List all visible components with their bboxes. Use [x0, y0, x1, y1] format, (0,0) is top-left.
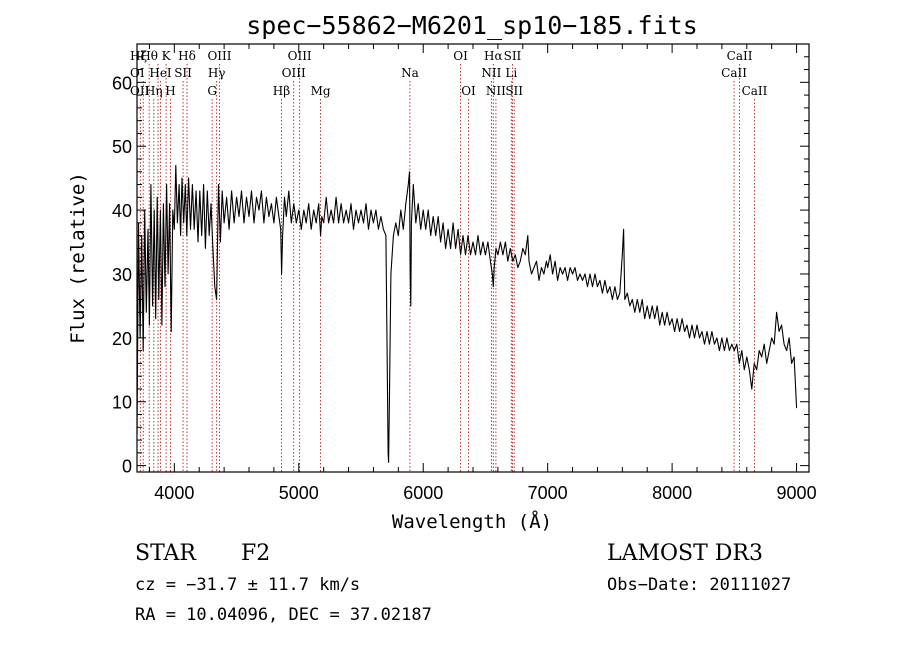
x-tick-labels: 4000 5000 6000 7000 8000 9000 — [154, 483, 816, 503]
spectral-line-label: G — [207, 84, 217, 98]
chart-title: spec−55862−M6201_sp10−185.fits — [246, 11, 698, 40]
plot-frame — [136, 43, 810, 473]
spectral-line-label: OI — [453, 49, 468, 63]
x-tick-label: 6000 — [403, 483, 443, 503]
x-tick-label: 5000 — [279, 483, 319, 503]
spectral-line-label: Hθ — [140, 49, 158, 63]
spectral-line-label: NII — [486, 84, 506, 98]
axis-ticks — [137, 44, 809, 472]
spectral-line-label: Li — [505, 66, 517, 80]
spectral-line-label: Hγ — [208, 66, 226, 80]
y-tick-label: 10 — [112, 393, 132, 413]
spectral-line-label: Hα — [484, 49, 503, 63]
spectral-line-label: OI — [461, 84, 476, 98]
spectral-line-label: OIII — [282, 66, 306, 80]
y-axis-label: Flux (relative) — [67, 172, 89, 344]
spectral-line-label: K — [162, 49, 172, 63]
spectral-line-label: Hζ — [130, 49, 147, 63]
spectral-line-label: SII — [505, 84, 523, 98]
spectral-line-label: Hη — [145, 84, 163, 98]
spectral-line-label: Hβ — [273, 84, 290, 98]
survey-name: LAMOST DR3 — [607, 541, 763, 566]
spectral-line-label: NII — [481, 66, 501, 80]
spectral-line-label: CaII — [727, 49, 753, 63]
y-tick-label: 60 — [112, 73, 132, 93]
y-tick-label: 30 — [112, 265, 132, 285]
y-tick-label: 50 — [112, 137, 132, 157]
spectral-line-label: SII — [174, 66, 192, 80]
x-axis-label: Wavelength (Å) — [392, 510, 552, 533]
spectral-line-label: OIII — [288, 49, 312, 63]
x-tick-label: 8000 — [652, 483, 692, 503]
y-tick-label: 0 — [122, 457, 132, 477]
spectral-line-label: SII — [504, 49, 522, 63]
x-tick-label: 7000 — [528, 483, 568, 503]
y-tick-label: 40 — [112, 201, 132, 221]
object-subclass: F2 — [241, 541, 270, 566]
spectral-line-label: CaII — [721, 66, 747, 80]
spectral-line-label: Hδ — [178, 49, 196, 63]
spectral-line-label: CaII — [742, 84, 768, 98]
spectral-line-label: HeI — [149, 66, 172, 80]
spectral-line-label: Na — [401, 66, 419, 80]
y-tick-label: 20 — [112, 329, 132, 349]
x-tick-label: 9000 — [777, 483, 817, 503]
spectral-line-label: H — [165, 84, 175, 98]
flux-series-line — [136, 164, 798, 463]
y-tick-labels: 0 10 20 30 40 50 60 — [112, 73, 132, 476]
spectral-line-markers — [139, 64, 755, 472]
coordinates-readout: RA = 10.04096, DEC = 37.02187 — [135, 605, 432, 625]
redshift-readout: cz = −31.7 ± 11.7 km/s — [135, 575, 360, 595]
x-tick-label: 4000 — [154, 483, 194, 503]
spectral-line-label: OIII — [207, 49, 231, 63]
object-class: STAR — [135, 541, 197, 566]
spectral-line-label: OII — [130, 84, 150, 98]
observation-date: Obs−Date: 20111027 — [607, 575, 791, 595]
spectral-line-label: Mg — [311, 84, 331, 98]
